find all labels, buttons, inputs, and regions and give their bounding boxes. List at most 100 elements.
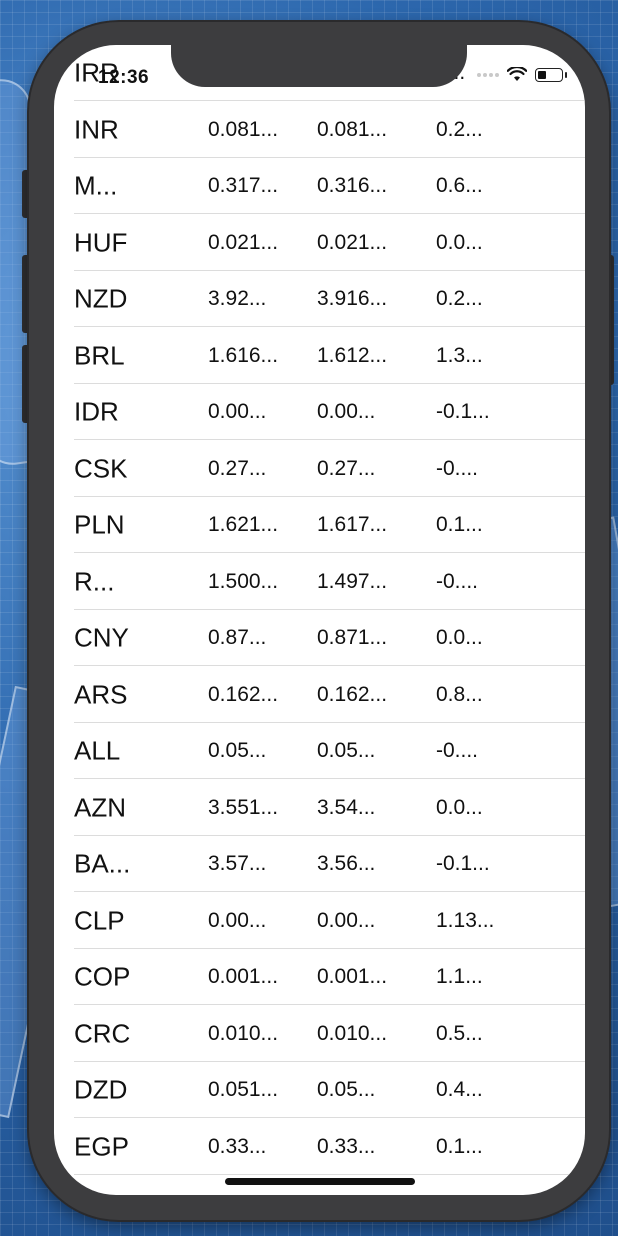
wifi-icon <box>507 67 527 82</box>
rate-buy: 0.317... <box>208 174 279 197</box>
currency-code: CSK <box>74 453 128 483</box>
currency-code: R... <box>74 566 115 596</box>
currency-row[interactable]: CRC 0.010... 0.010... 0.5... <box>54 1006 585 1062</box>
currency-code: ALL <box>74 735 121 766</box>
rate-change: 0.2... <box>436 117 483 141</box>
currency-row[interactable]: COP 0.001... 0.001... 1.1... <box>54 949 585 1005</box>
rate-change: 0.2... <box>436 287 483 310</box>
currency-row[interactable]: CNY 0.87... 0.871... 0.0... <box>54 610 585 666</box>
rate-sell: 0.05... <box>317 739 376 762</box>
currency-code: DZD <box>74 1074 128 1105</box>
rate-sell: 1.612... <box>317 343 388 367</box>
rate-buy: 0.05... <box>208 739 267 762</box>
currency-code: BA... <box>74 848 131 879</box>
rate-sell: 0.162... <box>317 682 388 706</box>
currency-row[interactable]: R... 1.500... 1.497... -0.... <box>54 554 585 610</box>
currency-code: EGP <box>74 1131 129 1161</box>
rate-change: 0.5... <box>436 1021 483 1045</box>
currency-code: CRC <box>74 1018 131 1048</box>
rate-change: 1.3... <box>436 343 483 367</box>
rate-buy: 0.27... <box>208 456 267 480</box>
currency-row[interactable]: CSK 0.27... 0.27... -0.... <box>54 441 585 497</box>
currency-code: M... <box>74 170 118 201</box>
rate-sell: 0.871... <box>317 626 388 649</box>
currency-row[interactable]: EGP 0.33... 0.33... 0.1... <box>54 1119 585 1175</box>
rate-change: 1.1... <box>436 965 483 988</box>
rate-change: -0.1... <box>436 852 490 875</box>
rate-buy: 0.001... <box>208 965 279 988</box>
currency-row[interactable]: INR 0.081... 0.081... 0.2... <box>54 102 585 158</box>
currency-code: CNY <box>74 622 129 653</box>
rate-change: 0.1... <box>436 1134 483 1158</box>
rate-change: 0.0... <box>436 626 483 649</box>
rate-sell: 0.021... <box>317 230 388 254</box>
rate-buy: 3.57... <box>208 852 267 875</box>
rate-sell: 0.00... <box>317 400 376 423</box>
currency-row[interactable]: AZN 3.551... 3.54... 0.0... <box>54 780 585 836</box>
rate-sell: 3.54... <box>317 795 376 819</box>
currency-row[interactable]: ALL 0.05... 0.05... -0.... <box>54 723 585 779</box>
rate-change: 0.6... <box>436 174 483 197</box>
currency-row[interactable]: CLP 0.00... 0.00... 1.13... <box>54 893 585 949</box>
currency-code: BRL <box>74 340 125 370</box>
rate-buy: 1.616... <box>208 343 279 367</box>
rate-sell: 0.001... <box>317 965 388 988</box>
currency-code: CLP <box>74 905 125 935</box>
rate-buy: 0.00... <box>208 400 267 423</box>
volume-down-button <box>22 345 30 423</box>
rate-sell: 1.497... <box>317 569 388 593</box>
rate-sell: 0.010... <box>317 1021 388 1045</box>
rate-buy: 0.010... <box>208 1021 279 1045</box>
battery-icon <box>535 67 567 82</box>
rate-sell: 0.00... <box>317 908 376 932</box>
volume-up-button <box>22 255 30 333</box>
rate-buy: 0.081... <box>208 117 279 141</box>
currency-row[interactable]: DZD 0.051... 0.05... 0.4... <box>54 1062 585 1118</box>
currency-code: IDR <box>74 396 119 427</box>
rate-buy: 0.051... <box>208 1078 279 1101</box>
rate-buy: 3.92... <box>208 287 267 310</box>
currency-code: INR <box>74 114 119 144</box>
currency-code: IRR <box>74 57 119 88</box>
currency-row[interactable]: NZD 3.92... 3.916... 0.2... <box>54 271 585 327</box>
currency-code: COP <box>74 961 131 992</box>
currency-row[interactable]: BRL 1.616... 1.612... 1.3... <box>54 328 585 384</box>
rate-buy: 1.500... <box>208 569 279 593</box>
currency-row[interactable]: M... 0.317... 0.316... 0.6... <box>54 158 585 214</box>
status-time: 12:36 <box>98 67 150 88</box>
rate-sell: 0.081... <box>317 117 388 141</box>
rate-buy: 3.551... <box>208 795 279 819</box>
rate-change: -0.... <box>436 739 479 762</box>
currency-code: NZD <box>74 283 128 314</box>
rate-sell: 0.33... <box>317 1134 376 1158</box>
rate-change: -0.... <box>436 569 479 593</box>
mute-switch <box>22 170 30 218</box>
rate-change: 1.13... <box>436 908 495 932</box>
currency-row[interactable]: BA... 3.57... 3.56... -0.1... <box>54 836 585 892</box>
rate-buy: 0.87... <box>208 626 267 649</box>
rate-buy: 0.162... <box>208 682 279 706</box>
rate-sell: 3.916... <box>317 287 388 310</box>
rate-buy: 0.021... <box>208 230 279 254</box>
rate-buy: 0.00... <box>208 908 267 932</box>
rate-sell: 1.617... <box>317 513 388 536</box>
currency-row[interactable]: HUF 0.021... 0.021... 0.0... <box>54 215 585 271</box>
rate-sell: 0.27... <box>317 456 376 480</box>
rate-sell: 0.316... <box>317 174 388 197</box>
currency-row[interactable]: ARS 0.162... 0.162... 0.8... <box>54 667 585 723</box>
rate-buy: 1.621... <box>208 513 279 536</box>
currency-code: ARS <box>74 679 128 709</box>
rate-change: 0.4... <box>436 1078 483 1101</box>
currency-code: HUF <box>74 227 128 257</box>
rate-buy: 0.33... <box>208 1134 267 1158</box>
cellular-signal-icon <box>477 72 499 77</box>
currency-code: PLN <box>74 509 125 540</box>
rate-change: -0.... <box>436 456 479 480</box>
notch <box>171 45 467 87</box>
rate-change: 0.8... <box>436 682 483 706</box>
home-indicator[interactable] <box>225 1178 415 1185</box>
currency-row[interactable]: IDR 0.00... 0.00... -0.1... <box>54 384 585 440</box>
power-button <box>606 255 614 385</box>
rate-change: 0.0... <box>436 230 483 254</box>
currency-row[interactable]: PLN 1.621... 1.617... 0.1... <box>54 497 585 553</box>
